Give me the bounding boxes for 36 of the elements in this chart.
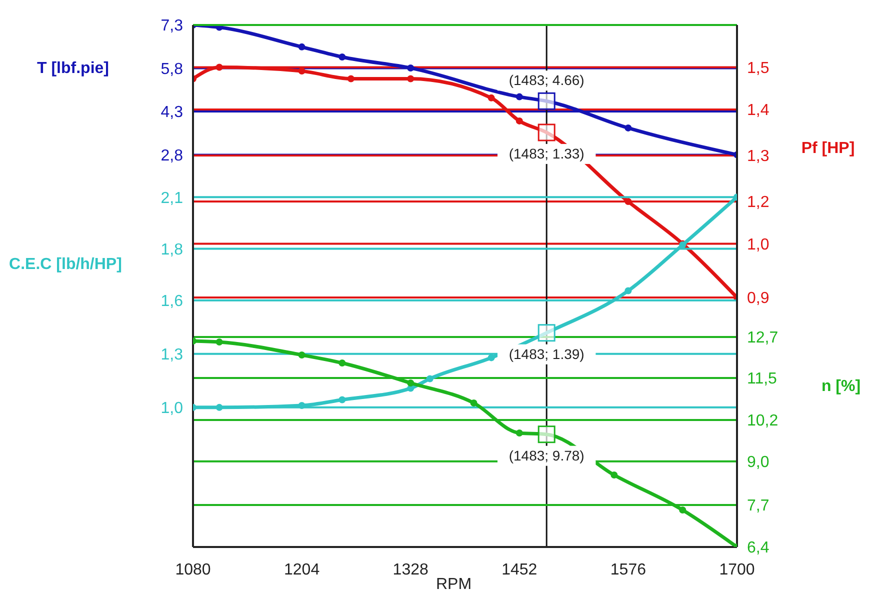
- y-axis-title: T [lbf.pie]: [36, 60, 110, 78]
- x-tick-label: 1204: [284, 561, 320, 578]
- y2-tick-label: 1,4: [747, 102, 770, 120]
- x-tick-label: 1452: [502, 561, 538, 578]
- y-axis-title: C.E.C [lb/h/HP]: [8, 256, 123, 274]
- y2-tick-label: 1,5: [747, 60, 770, 77]
- y2-axis-title: n [%]: [820, 378, 862, 396]
- x-tick-label: 1328: [392, 561, 428, 578]
- x-tick-label: 1576: [610, 561, 646, 578]
- y2-tick-label: 0,9: [747, 290, 770, 308]
- y2-axis-title: Pf [HP]: [800, 140, 856, 158]
- y-tick-label: 1,3: [160, 346, 184, 364]
- y-tick-label: 4,3: [160, 104, 184, 122]
- y2-tick-label: 11,5: [747, 370, 778, 388]
- y-tick-label: 1,6: [160, 293, 184, 310]
- y-tick-label: 2,8: [160, 147, 184, 164]
- y2-tick-label: 12,7: [747, 330, 778, 347]
- data-label: (1483; 4.66): [508, 72, 584, 88]
- x-axis-title: RPM: [436, 576, 472, 594]
- data-label: (1483; 1.39): [508, 346, 584, 362]
- y-tick-label: 7,3: [160, 18, 184, 35]
- y2-tick-label: 1,0: [747, 236, 770, 254]
- y-tick-label: 2,1: [160, 190, 184, 207]
- y2-tick-label: 1,3: [747, 148, 770, 166]
- y2-tick-label: 7,7: [747, 498, 770, 515]
- y2-tick-label: 10,2: [747, 412, 778, 430]
- y-tick-label: 1,0: [160, 400, 184, 418]
- data-label: (1483; 9.78): [508, 447, 584, 464]
- y2-tick-label: 1,2: [747, 194, 770, 212]
- y2-tick-label: 6,4: [747, 540, 770, 557]
- y-tick-label: 1,8: [160, 241, 184, 258]
- data-label: (1483; 1.33): [508, 145, 584, 162]
- y2-tick-label: 9,0: [747, 454, 770, 472]
- x-tick-label: 1700: [719, 561, 755, 578]
- x-tick-label: 1080: [175, 561, 211, 578]
- y-tick-label: 5,8: [160, 60, 184, 78]
